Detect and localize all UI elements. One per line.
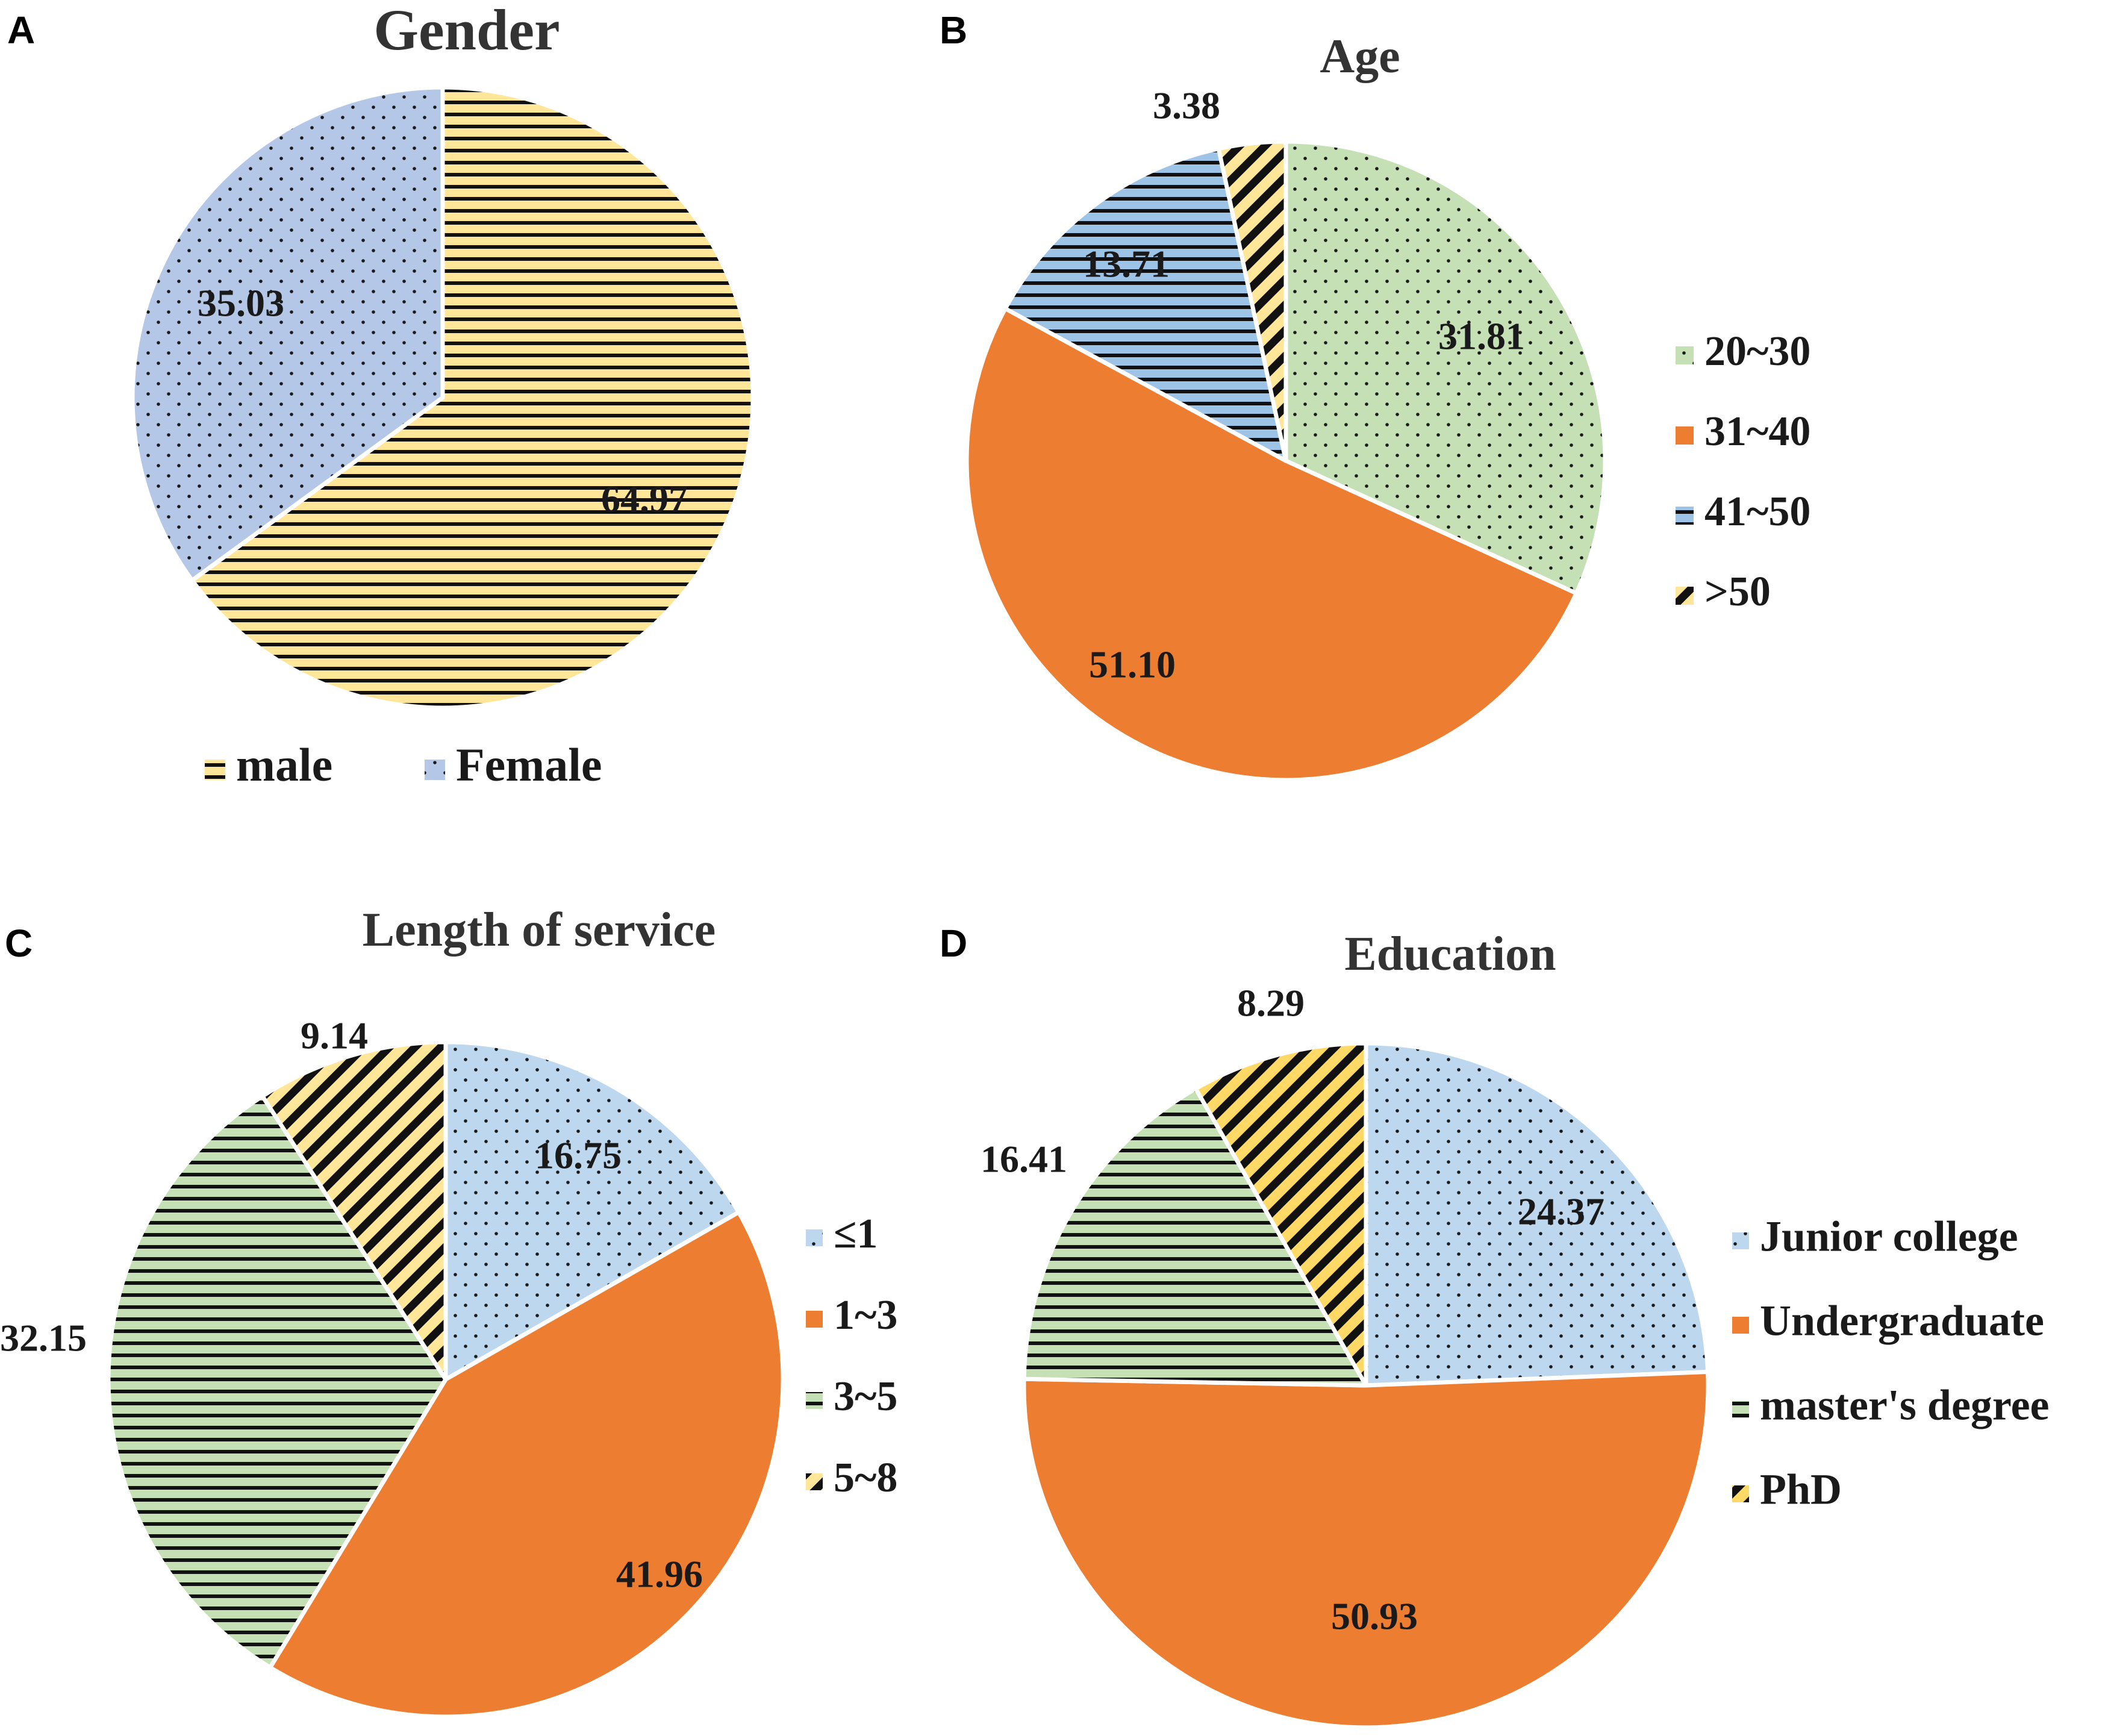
pie-slice-gt50: [1216, 139, 1288, 463]
legend-label-junior-college: Junior college: [1760, 1213, 2018, 1261]
pie-slice-undergraduate: [1021, 1370, 1710, 1730]
legend-swatch-5-to-8: [806, 1473, 823, 1490]
legend-label-5-to-8: 5~8: [834, 1455, 897, 1501]
panel-d: D Education 24.37 50.93 16.41 8.29 Junior coll…: [940, 922, 2049, 1730]
legend-swatch-1-to-3: [806, 1311, 823, 1328]
legend-label-41-to-50: 41~50: [1704, 489, 1810, 535]
legend-label-male: male: [236, 738, 332, 791]
legend-label-31-to-40: 31~40: [1704, 408, 1810, 455]
legend-swatch-31-to-40: [1676, 426, 1694, 445]
data-label-1-to-3: 41.96: [616, 1553, 703, 1596]
pie-slice-masters-degree: [1021, 1086, 1368, 1388]
legend-label-masters-degree: master's degree: [1760, 1381, 2049, 1429]
legend-label-20-to-30: 20~30: [1704, 328, 1810, 375]
panel-letter: D: [940, 922, 967, 965]
legend-swatch-20-to-30: [1676, 346, 1694, 364]
data-label-male: 64.97: [601, 478, 688, 520]
pie-slice-20-to-30: [1283, 139, 1608, 596]
data-label-masters-degree: 16.41: [981, 1138, 1067, 1181]
data-label-le1: 16.75: [535, 1134, 622, 1177]
pie-slice-female: [130, 85, 445, 582]
panel-letter: A: [7, 8, 35, 52]
data-label-female: 35.03: [198, 282, 284, 325]
data-label-gt50: 3.38: [1153, 84, 1220, 127]
pie-slice-1-to-3: [268, 1210, 785, 1719]
data-label-5-to-8: 9.14: [301, 1014, 368, 1057]
legend-swatch-junior-college: [1732, 1232, 1749, 1249]
legend-swatch-undergraduate: [1732, 1317, 1749, 1334]
pie-slice-le1: [443, 1040, 741, 1382]
chart-title: Length of service: [363, 904, 716, 957]
legend-swatch-female: [425, 760, 445, 780]
data-label-20-to-30: 31.81: [1438, 315, 1525, 358]
legend-label-female: Female: [456, 738, 602, 791]
pie-slice-junior-college: [1364, 1041, 1710, 1388]
pie-slice-male: [190, 85, 755, 710]
pie-slice-phd: [1193, 1041, 1368, 1388]
legend-label-undergraduate: Undergraduate: [1760, 1297, 2044, 1345]
legend-label-gt50: >50: [1704, 569, 1771, 615]
data-label-phd: 8.29: [1237, 982, 1305, 1025]
legend-label-phd: PhD: [1760, 1466, 1842, 1514]
legend-label-le1: ≤1: [834, 1211, 878, 1257]
data-label-undergraduate: 50.93: [1331, 1595, 1418, 1638]
legend-swatch-male: [205, 760, 225, 780]
pie-slice-41-to-50: [1003, 146, 1288, 463]
legend: Junior college Undergraduate master's degr…: [1732, 1213, 2049, 1514]
pie-slice-5-to-8: [260, 1040, 448, 1382]
legend-swatch-3-to-5: [806, 1392, 823, 1409]
chart-title: Age: [1320, 30, 1400, 83]
legend: male Female: [205, 738, 602, 791]
panel-letter: C: [5, 922, 33, 965]
panel-letter: B: [940, 8, 967, 52]
chart-title: Education: [1344, 928, 1556, 981]
legend-swatch-le1: [806, 1229, 823, 1246]
legend: ≤1 1~3 3~5 5~8: [806, 1211, 897, 1501]
data-label-3-to-5: 32.15: [0, 1317, 87, 1360]
legend-swatch-phd: [1732, 1485, 1749, 1502]
data-label-junior-college: 24.37: [1518, 1190, 1604, 1233]
legend-swatch-41-to-50: [1676, 507, 1694, 525]
legend-swatch-masters-degree: [1732, 1401, 1749, 1418]
data-label-31-to-40: 51.10: [1089, 643, 1176, 686]
legend-label-1-to-3: 1~3: [834, 1292, 897, 1338]
legend: 20~30 31~40 41~50 >50: [1676, 328, 1810, 615]
legend-label-3-to-5: 3~5: [834, 1373, 897, 1420]
panel-a: A Gender 64.97 35.03 male Female: [7, 0, 755, 791]
chart-title: Gender: [373, 0, 560, 62]
panel-b: B Age 31.81 51.10 13.71 3.38 20~30 31~40 41~50 >5…: [940, 8, 1810, 782]
legend-swatch-gt50: [1676, 587, 1694, 605]
pie-slice-31-to-40: [964, 306, 1579, 782]
panel-c: C Length of service 16.75 41.96 32.15 9.14 ≤1 1…: [0, 904, 897, 1719]
pie-slice-3-to-5: [106, 1094, 448, 1670]
data-label-41-to-50: 13.71: [1083, 243, 1170, 286]
